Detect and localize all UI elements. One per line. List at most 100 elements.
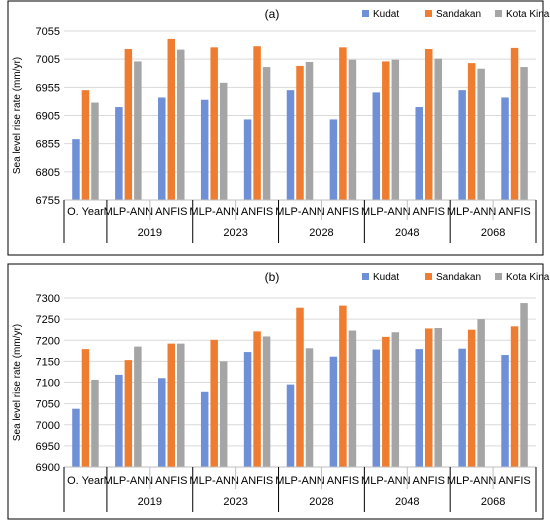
chart-panel-2: (b) Kudat Sandakan Kota Kinabalu 6900 6950 700… bbox=[7, 263, 550, 520]
x-category-label: MLP-ANN bbox=[104, 475, 154, 487]
legend-swatch-1 bbox=[362, 10, 369, 17]
x-group-label: 2048 bbox=[395, 496, 419, 508]
x-category-label: ANFIS bbox=[241, 475, 273, 487]
bar-kudat-3 bbox=[158, 378, 166, 467]
legend-label-3: Kota Kinabalu bbox=[506, 9, 550, 20]
bar-kudat-8 bbox=[372, 349, 381, 467]
legend-swatch-2 bbox=[425, 273, 432, 280]
bar-kota-kinabalu-6 bbox=[305, 61, 314, 200]
bar-kudat-8 bbox=[372, 92, 381, 200]
y-tick-label: 6755 bbox=[36, 195, 60, 207]
legend-label-1: Kudat bbox=[373, 272, 399, 283]
bar-sandakan-1 bbox=[81, 90, 90, 200]
bar-sandakan-5 bbox=[253, 46, 261, 201]
bar-sandakan-5 bbox=[253, 331, 261, 467]
x-category-label: MLP-ANN bbox=[104, 206, 154, 218]
x-category-label: MLP-ANN bbox=[447, 475, 497, 487]
legend-label-3: Kota Kinabalu bbox=[506, 272, 550, 283]
y-tick-label: 6905 bbox=[36, 111, 60, 123]
y-tick-label: 7300 bbox=[36, 293, 60, 305]
x-group-label: 2028 bbox=[309, 496, 333, 508]
y-tick-label: 7000 bbox=[36, 420, 60, 432]
bar-sandakan-2 bbox=[124, 360, 133, 467]
legend-swatch-3 bbox=[495, 273, 502, 280]
legend-swatch-3 bbox=[495, 10, 502, 17]
y-axis-label: Sea level rise rate (mm/yr) bbox=[12, 57, 23, 174]
x-category-label: MLP-ANN bbox=[189, 475, 239, 487]
bar-sandakan-8 bbox=[382, 336, 390, 467]
bar-sandakan-3 bbox=[167, 343, 176, 467]
y-tick-label: 7050 bbox=[36, 399, 60, 411]
y-tick-label: 7250 bbox=[36, 314, 60, 326]
bar-sandakan-10 bbox=[467, 329, 476, 467]
legend-label-1: Kudat bbox=[373, 9, 399, 20]
bar-kota-kinabalu-3 bbox=[177, 343, 185, 467]
x-group-label: 2019 bbox=[138, 227, 162, 239]
bar-kudat-5 bbox=[243, 352, 252, 467]
bar-sandakan-4 bbox=[210, 47, 218, 200]
bar-sandakan-9 bbox=[424, 328, 433, 467]
bar-sandakan-11 bbox=[510, 47, 519, 201]
x-group-label: 2068 bbox=[481, 227, 505, 239]
bar-kota-kinabalu-4 bbox=[219, 361, 228, 467]
bar-sandakan-7 bbox=[339, 47, 347, 200]
bar-kota-kinabalu-2 bbox=[134, 346, 142, 467]
x-group-label: 2023 bbox=[223, 227, 247, 239]
bar-kudat-2 bbox=[115, 374, 123, 467]
bar-kota-kinabalu-4 bbox=[219, 82, 228, 200]
bar-kudat-7 bbox=[329, 356, 338, 467]
bar-kota-kinabalu-7 bbox=[348, 59, 357, 201]
bar-kota-kinabalu-10 bbox=[477, 319, 485, 467]
bar-kota-kinabalu-8 bbox=[391, 332, 400, 467]
bar-sandakan-7 bbox=[339, 305, 347, 467]
y-tick-label: 7100 bbox=[36, 378, 60, 390]
x-category-label: ANFIS bbox=[327, 475, 359, 487]
bar-kudat-4 bbox=[200, 391, 209, 467]
bar-kudat-9 bbox=[415, 349, 423, 467]
bar-kota-kinabalu-1 bbox=[91, 102, 99, 200]
bar-kudat-1 bbox=[72, 139, 80, 200]
y-tick-label: 7150 bbox=[36, 356, 60, 368]
bar-kota-kinabalu-11 bbox=[520, 67, 528, 200]
bar-kota-kinabalu-11 bbox=[520, 303, 528, 467]
bar-sandakan-6 bbox=[296, 65, 304, 200]
bar-kudat-6 bbox=[286, 384, 295, 467]
y-axis-label: Sea level rise rate (mm/yr) bbox=[12, 324, 23, 441]
chart-title: (b) bbox=[265, 270, 280, 284]
bar-kota-kinabalu-7 bbox=[348, 330, 357, 467]
bar-kudat-5 bbox=[243, 119, 252, 200]
bar-kota-kinabalu-9 bbox=[434, 58, 442, 200]
bar-sandakan-10 bbox=[467, 63, 476, 200]
legend-label-2: Sandakan bbox=[436, 272, 481, 283]
bar-kudat-4 bbox=[200, 99, 209, 200]
bar-kudat-7 bbox=[329, 119, 338, 200]
legend-swatch-1 bbox=[362, 273, 369, 280]
x-group-label: 2028 bbox=[309, 227, 333, 239]
bar-kudat-6 bbox=[286, 90, 295, 200]
x-category-label: MLP-ANN bbox=[275, 206, 325, 218]
bar-kudat-11 bbox=[501, 97, 509, 200]
x-category-label: ANFIS bbox=[327, 206, 359, 218]
y-tick-label: 7200 bbox=[36, 335, 60, 347]
x-category-label: ANFIS bbox=[413, 475, 445, 487]
bar-sandakan-9 bbox=[424, 49, 433, 200]
bar-kota-kinabalu-6 bbox=[305, 348, 314, 467]
x-group-label: 2068 bbox=[481, 496, 505, 508]
x-category-label: MLP-ANN bbox=[189, 206, 239, 218]
bar-kota-kinabalu-8 bbox=[391, 59, 400, 201]
bar-sandakan-6 bbox=[296, 307, 304, 467]
chart-title: (a) bbox=[265, 7, 280, 21]
y-tick-label: 6955 bbox=[36, 82, 60, 94]
bar-sandakan-2 bbox=[124, 49, 133, 200]
x-group-label: 2048 bbox=[395, 227, 419, 239]
bar-kudat-9 bbox=[415, 107, 423, 200]
bar-kudat-1 bbox=[72, 408, 80, 467]
x-category-label: ANFIS bbox=[155, 206, 187, 218]
bar-kota-kinabalu-2 bbox=[134, 61, 142, 200]
y-tick-label: 6805 bbox=[36, 167, 60, 179]
y-tick-label: 6855 bbox=[36, 139, 60, 151]
bar-sandakan-8 bbox=[382, 61, 390, 200]
x-category-label: ANFIS bbox=[413, 206, 445, 218]
bar-sandakan-11 bbox=[510, 326, 519, 467]
